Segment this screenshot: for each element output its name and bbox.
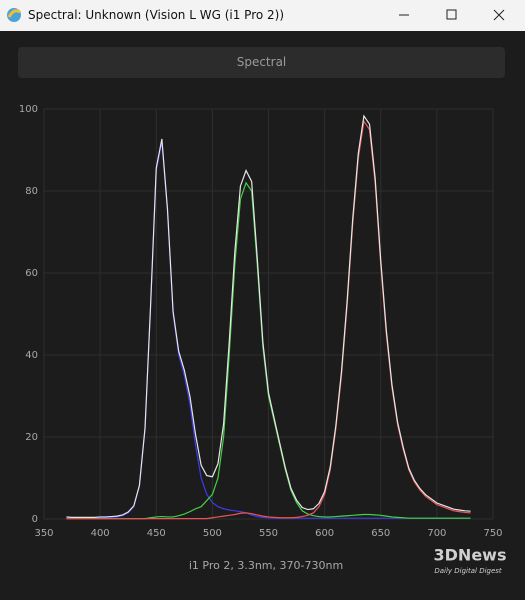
spectrum-line (66, 114, 471, 518)
close-button[interactable] (493, 9, 505, 21)
watermark-brand: 3DNews (434, 546, 507, 565)
y-tick-label: 80 (25, 186, 38, 197)
x-tick-label: 400 (91, 528, 110, 539)
x-tick-label: 350 (34, 528, 53, 539)
x-tick-label: 700 (427, 528, 446, 539)
x-tick-label: 450 (147, 528, 166, 539)
title-bar-icons (7, 8, 505, 22)
y-tick-label: 40 (25, 350, 38, 361)
x-tick-label: 650 (371, 528, 390, 539)
x-tick-label: 550 (259, 528, 278, 539)
watermark-tagline: Daily Digital Digest (434, 567, 502, 575)
x-axis-label: i1 Pro 2, 3.3nm, 370-730nm (189, 559, 343, 572)
window-title: Spectral: Unknown (Vision L WG (i1 Pro 2… (28, 8, 285, 22)
title-bar: Spectral: Unknown (Vision L WG (i1 Pro 2… (0, 0, 525, 31)
app-icon-swoosh (7, 9, 21, 18)
y-tick-label: 0 (32, 514, 38, 525)
spectral-button[interactable]: Spectral (18, 47, 505, 78)
y-tick-label: 20 (25, 432, 38, 443)
maximize-button[interactable] (446, 9, 457, 20)
x-tick-label: 500 (203, 528, 222, 539)
x-tick-label: 750 (483, 528, 502, 539)
y-tick-label: 100 (19, 104, 38, 115)
y-tick-label: 60 (25, 268, 38, 279)
x-tick-label: 600 (315, 528, 334, 539)
